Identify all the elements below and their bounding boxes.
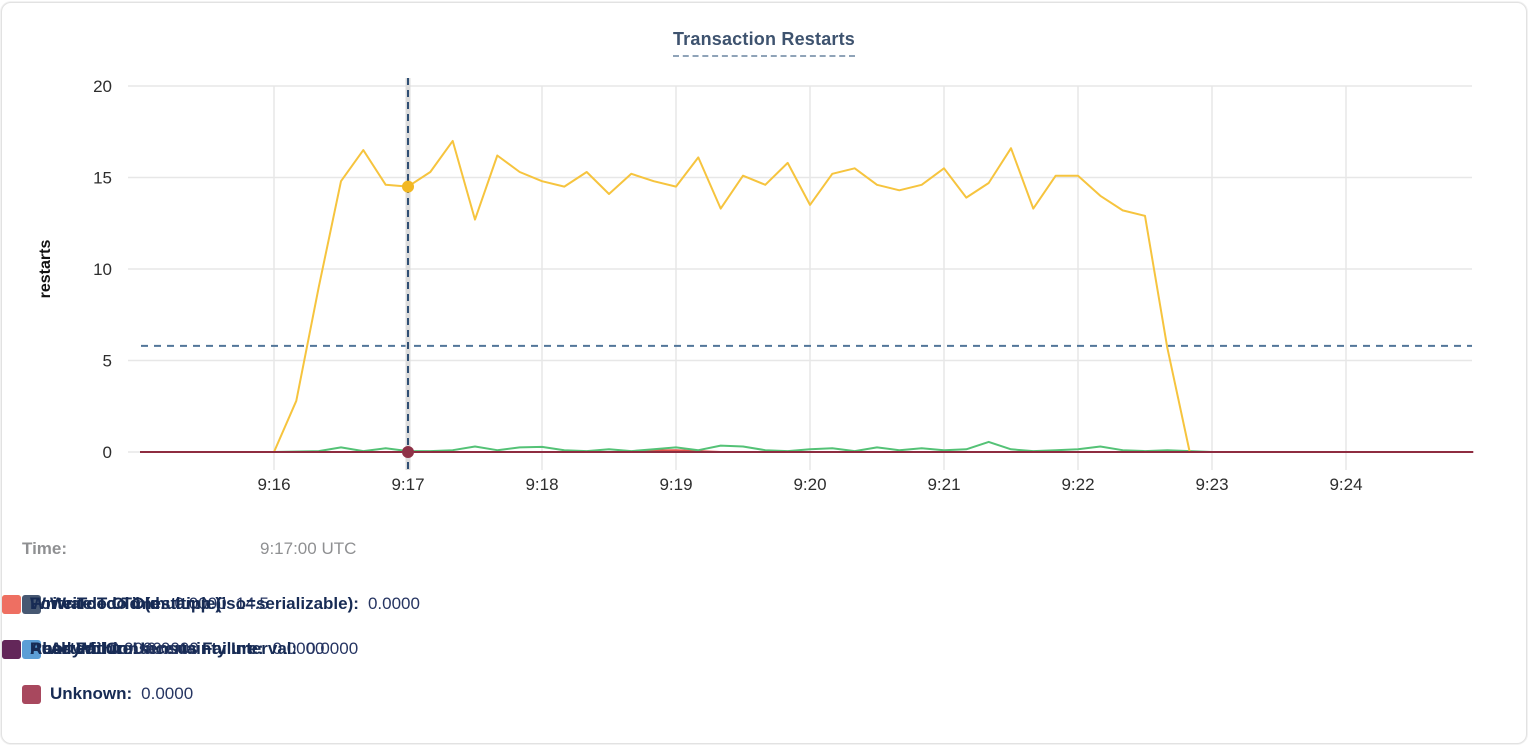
y-tick-label: 0 xyxy=(103,443,112,462)
legend-item-async-consensus-failure[interactable]: Async Consensus Failure: 0.0000 xyxy=(22,638,325,660)
legend-label: Forwarded Timestamp (iso=serializable): xyxy=(30,594,359,613)
x-tick-label: 9:16 xyxy=(257,475,290,494)
series-line-write-too-old-multiple- xyxy=(273,139,1191,453)
y-tick-label: 5 xyxy=(103,352,112,371)
legend-item-unknown[interactable]: Unknown: 0.0000 xyxy=(22,683,193,705)
hover-dot xyxy=(402,446,414,458)
legend-value: 0.0000 xyxy=(141,684,194,703)
x-tick-label: 9:24 xyxy=(1329,475,1362,494)
legend-swatch xyxy=(22,684,41,704)
legend-label: Unknown: xyxy=(50,684,133,703)
x-tick-label: 9:21 xyxy=(927,475,960,494)
legend-swatch xyxy=(2,594,21,614)
legend-swatch xyxy=(22,594,41,614)
legend-label: Aborted: xyxy=(30,639,101,658)
y-tick-label: 20 xyxy=(93,77,112,96)
legend-value: 0.0000 xyxy=(272,639,325,658)
legend-value: 0.0000 xyxy=(109,639,162,658)
x-tick-label: 9:23 xyxy=(1195,475,1228,494)
legend-value: 14.5 xyxy=(235,594,269,613)
chart-title[interactable]: Transaction Restarts xyxy=(672,29,856,57)
legend-item-forwarded-timestamp[interactable]: Forwarded Timestamp (iso=serializable): … xyxy=(2,593,420,615)
x-tick-label: 9:22 xyxy=(1061,475,1094,494)
hover-dot xyxy=(402,180,414,193)
hover-time-row: Time: 9:17:00 UTC xyxy=(2,539,1526,563)
chart-header: Transaction Restarts xyxy=(2,29,1526,57)
x-tick-label: 9:17 xyxy=(391,475,424,494)
y-tick-label: 15 xyxy=(93,169,112,188)
x-tick-label: 9:19 xyxy=(659,475,692,494)
legend-label: Async Consensus Failure: xyxy=(50,639,264,658)
legend-value: 0.0000 xyxy=(174,594,227,613)
legend-swatch xyxy=(2,639,21,659)
legend-item-write-too-old[interactable]: Write Too Old: 0.0000 xyxy=(22,593,227,615)
legend-label: Read Within Uncertainty Interval: xyxy=(30,639,298,658)
legend-value: 0.0000 xyxy=(367,594,420,613)
legend-value: 0.0000 xyxy=(146,639,199,658)
hover-time-label: Time: xyxy=(22,539,68,558)
y-tick-label: 10 xyxy=(93,260,112,279)
hover-time-value: 9:17:00 UTC xyxy=(260,539,357,558)
transaction-restarts-chart[interactable]: 0 5 10 15 20 9:16 9:17 9:18 9:19 9:20 9:21 9:22 9:23… xyxy=(2,3,1526,513)
legend-value: 0.0000 xyxy=(306,639,359,658)
legend-label: Write Too Old: xyxy=(50,594,166,613)
legend-swatch xyxy=(22,639,41,659)
x-tick-label: 9:18 xyxy=(525,475,558,494)
y-axis-title: restarts xyxy=(37,240,54,299)
x-tick-label: 9:20 xyxy=(793,475,826,494)
series-line-read-within-uncertainty-interval xyxy=(273,440,1213,453)
legend-label: Write Too Old (multiple): xyxy=(30,594,227,613)
legend-label: Push Failure: xyxy=(30,639,138,658)
legend-item-push-failure[interactable]: Push Failure: 0.0000 xyxy=(2,638,199,660)
